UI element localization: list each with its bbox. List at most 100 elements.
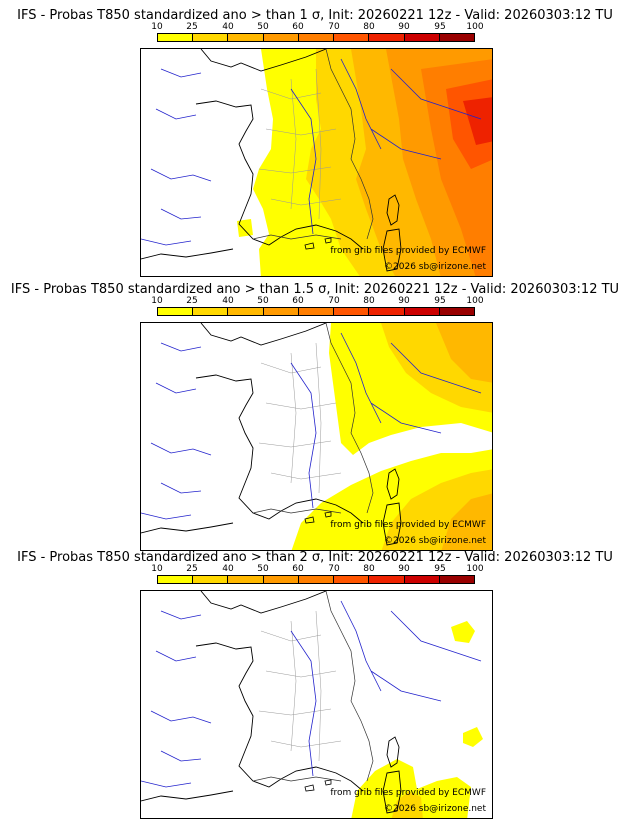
colorbar-tick: 50 bbox=[257, 296, 269, 306]
country-border bbox=[252, 776, 342, 782]
colorbar-swatch bbox=[298, 308, 335, 315]
admin-borders bbox=[258, 342, 342, 494]
prob-area-40-south bbox=[441, 493, 492, 550]
coastline bbox=[141, 248, 234, 260]
probability-colorbar bbox=[157, 33, 475, 42]
colorbar-tick: 90 bbox=[398, 22, 410, 32]
colorbar-swatch bbox=[334, 308, 370, 315]
colorbar-tick: 100 bbox=[466, 22, 484, 32]
country-border bbox=[325, 49, 374, 240]
island bbox=[304, 511, 332, 524]
colorbar-tick: 95 bbox=[434, 296, 446, 306]
coastline bbox=[195, 100, 364, 250]
probability-colorbar bbox=[157, 307, 475, 316]
colorbar-tick: 10 bbox=[151, 22, 163, 32]
country-border bbox=[252, 234, 342, 240]
colorbar-swatch bbox=[228, 576, 264, 583]
country-border bbox=[325, 591, 374, 782]
colorbar-tick: 25 bbox=[186, 22, 198, 32]
colorbar-swatch bbox=[263, 34, 299, 41]
prob-area-80 bbox=[463, 97, 492, 145]
corsica bbox=[386, 736, 400, 768]
colorbar-swatch bbox=[228, 34, 264, 41]
colorbar-tick: 40 bbox=[222, 22, 234, 32]
country-border bbox=[325, 323, 374, 514]
panel-title: IFS - Probas T850 standardized ano > tha… bbox=[17, 8, 613, 23]
colorbar-tick: 25 bbox=[186, 296, 198, 306]
map-svg bbox=[141, 591, 483, 818]
colorbar-swatch bbox=[439, 576, 474, 583]
colorbar-swatch bbox=[404, 308, 440, 315]
prob-area-25-s bbox=[391, 791, 423, 818]
colorbar-tick: 95 bbox=[434, 564, 446, 574]
colorbar-tick: 40 bbox=[222, 296, 234, 306]
coastline bbox=[141, 790, 234, 802]
data-source-credit: from grib files provided by ECMWF bbox=[330, 246, 486, 256]
colorbar-swatch bbox=[369, 576, 405, 583]
colorbar-tick: 40 bbox=[222, 564, 234, 574]
colorbar-tick: 25 bbox=[186, 564, 198, 574]
colorbar-swatch bbox=[298, 34, 335, 41]
copyright-credit: ©2026 sb@irizone.net bbox=[384, 804, 486, 814]
colorbar-swatch bbox=[193, 34, 229, 41]
colorbar-swatch bbox=[298, 576, 335, 583]
colorbar-tick: 60 bbox=[292, 564, 304, 574]
panel-1-5sigma: IFS - Probas T850 standardized ano > tha… bbox=[0, 274, 630, 551]
map-svg bbox=[141, 49, 492, 276]
colorbar-swatch bbox=[404, 34, 440, 41]
colorbar-tick: 10 bbox=[151, 296, 163, 306]
coastline bbox=[195, 642, 364, 792]
copyright-credit: ©2026 sb@irizone.net bbox=[384, 262, 486, 272]
sardinia bbox=[382, 770, 402, 814]
coastline bbox=[200, 49, 327, 72]
colorbar-swatch bbox=[263, 576, 299, 583]
colorbar-tick: 80 bbox=[363, 564, 375, 574]
map-svg bbox=[141, 323, 492, 550]
admin-borders bbox=[258, 610, 342, 762]
colorbar-tick: 50 bbox=[257, 564, 269, 574]
prob-area-40 bbox=[436, 323, 492, 383]
colorbar-tick: 70 bbox=[328, 22, 340, 32]
colorbar-swatch bbox=[369, 308, 405, 315]
sardinia bbox=[382, 502, 402, 546]
coastline bbox=[141, 522, 234, 534]
colorbar-tick: 60 bbox=[292, 22, 304, 32]
corsica bbox=[386, 194, 400, 226]
admin-borders bbox=[258, 68, 342, 220]
panel-title: IFS - Probas T850 standardized ano > tha… bbox=[10, 282, 620, 297]
coastline bbox=[200, 323, 327, 346]
coastline bbox=[195, 374, 364, 524]
colorbar-swatch bbox=[158, 308, 194, 315]
prob-area-10-s bbox=[351, 759, 471, 818]
data-source-credit: from grib files provided by ECMWF bbox=[330, 520, 486, 530]
colorbar-swatch bbox=[158, 576, 194, 583]
colorbar-tick: 90 bbox=[398, 564, 410, 574]
probability-colorbar bbox=[157, 575, 475, 584]
panel-title: IFS - Probas T850 standardized ano > tha… bbox=[17, 550, 613, 565]
colorbar-tick: 90 bbox=[398, 296, 410, 306]
prob-area-10-e bbox=[463, 727, 483, 747]
prob-area-10-ne bbox=[451, 621, 475, 643]
panel-1sigma: IFS - Probas T850 standardized ano > tha… bbox=[0, 0, 630, 277]
colorbar-swatch bbox=[369, 34, 405, 41]
colorbar-swatch bbox=[334, 576, 370, 583]
colorbar-tick: 60 bbox=[292, 296, 304, 306]
country-border bbox=[252, 508, 342, 514]
colorbar-swatch bbox=[334, 34, 370, 41]
data-source-credit: from grib files provided by ECMWF bbox=[330, 788, 486, 798]
coastline bbox=[200, 591, 327, 614]
probability-map: from grib files provided by ECMWF ©2026 … bbox=[140, 590, 493, 819]
colorbar-tick: 70 bbox=[328, 296, 340, 306]
colorbar-tick: 80 bbox=[363, 296, 375, 306]
river bbox=[141, 332, 482, 520]
sardinia bbox=[382, 228, 402, 272]
colorbar-swatch bbox=[439, 34, 474, 41]
colorbar-tick: 100 bbox=[466, 564, 484, 574]
river bbox=[141, 58, 482, 246]
colorbar-tick: 70 bbox=[328, 564, 340, 574]
colorbar-swatch bbox=[193, 308, 229, 315]
colorbar-tick: 95 bbox=[434, 22, 446, 32]
panel-2sigma: IFS - Probas T850 standardized ano > tha… bbox=[0, 542, 630, 819]
probability-map: from grib files provided by ECMWF ©2026 … bbox=[140, 48, 493, 277]
prob-area-10-west bbox=[237, 219, 253, 237]
